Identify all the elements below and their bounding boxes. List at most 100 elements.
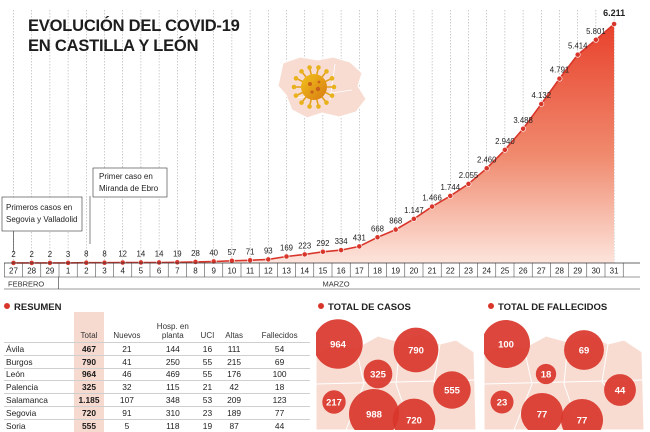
data-point bbox=[574, 51, 581, 58]
casos-bubble-label: 217 bbox=[326, 398, 342, 409]
fallecidos-bubble bbox=[564, 330, 604, 370]
table-cell: 107 bbox=[104, 393, 150, 407]
data-point bbox=[593, 36, 599, 43]
map-total-casos: 964 790 325 555 217 988 720 bbox=[316, 314, 476, 430]
table-cell: 5 bbox=[104, 418, 150, 432]
table-cell: 467 bbox=[74, 342, 104, 356]
casos-bubble bbox=[433, 371, 471, 409]
data-label: 292 bbox=[316, 239, 329, 248]
casos-bubble-label: 964 bbox=[330, 340, 347, 351]
casos-bubble-label: 988 bbox=[366, 410, 382, 421]
table-cell-provincia: Segovia bbox=[4, 405, 74, 420]
data-label: 4.132 bbox=[532, 91, 552, 100]
table-row: Palencia 325 32 115 21 42 18 bbox=[4, 380, 310, 394]
x-tick-label: 29 bbox=[45, 267, 54, 276]
casos-bubble-label: 555 bbox=[444, 386, 461, 397]
x-tick-label: 9 bbox=[211, 267, 216, 276]
x-tick-label: 27 bbox=[537, 267, 546, 276]
col-fallecidos: Fallecidos bbox=[261, 331, 298, 340]
table-cell: 87 bbox=[219, 418, 250, 432]
col-hosp: Hosp. en planta bbox=[156, 322, 189, 340]
data-label: 668 bbox=[371, 224, 384, 233]
table-cell: 19 bbox=[195, 418, 220, 432]
bullet-icon bbox=[488, 303, 494, 309]
col-provincia bbox=[4, 312, 74, 343]
x-tick-label: 13 bbox=[282, 267, 291, 276]
fallecidos-bubble-label: 23 bbox=[497, 398, 508, 409]
fallecidos-bubble-label: 44 bbox=[615, 386, 626, 397]
data-point bbox=[556, 75, 563, 82]
data-point bbox=[265, 256, 272, 263]
x-tick-label: 16 bbox=[337, 267, 346, 276]
data-point bbox=[447, 192, 454, 199]
table-cell: 964 bbox=[74, 367, 104, 381]
x-tick-label: 30 bbox=[591, 267, 600, 276]
table-cell: 790 bbox=[74, 354, 104, 369]
data-point bbox=[356, 243, 363, 250]
fallecidos-bubble-label: 69 bbox=[579, 346, 590, 357]
data-point bbox=[192, 259, 199, 265]
data-label: 19 bbox=[173, 249, 182, 258]
casos-bubble-label: 325 bbox=[370, 370, 387, 381]
data-point bbox=[156, 259, 162, 266]
data-label: 2.940 bbox=[495, 137, 515, 146]
table-row: León 964 46 469 55 176 100 bbox=[4, 367, 310, 381]
data-label: 2.055 bbox=[459, 171, 479, 180]
bullet-icon bbox=[4, 303, 10, 309]
casos-bubble bbox=[363, 359, 393, 389]
data-label: 71 bbox=[246, 247, 255, 256]
x-tick-label: 19 bbox=[391, 267, 400, 276]
table-cell-provincia: Soria bbox=[4, 418, 74, 432]
table-cell: 55 bbox=[195, 354, 220, 369]
data-label: 6.211 bbox=[603, 8, 625, 18]
data-label: 14 bbox=[155, 249, 164, 258]
x-tick-label: 23 bbox=[464, 267, 473, 276]
data-point bbox=[228, 257, 235, 264]
x-tick-label: 5 bbox=[139, 267, 144, 276]
x-tick-label: 18 bbox=[373, 267, 382, 276]
x-tick-label: 25 bbox=[500, 267, 509, 276]
data-point bbox=[338, 247, 344, 254]
x-tick-label: 29 bbox=[573, 267, 582, 276]
data-label: 3 bbox=[66, 250, 70, 259]
table-row: Salamanca 1.185 107 348 53 209 123 bbox=[4, 393, 310, 407]
data-point bbox=[501, 146, 508, 153]
data-label: 223 bbox=[298, 241, 311, 250]
virus-icon bbox=[291, 65, 337, 109]
data-label: 1.744 bbox=[441, 183, 461, 192]
data-label: 28 bbox=[191, 249, 200, 258]
x-tick-label: 31 bbox=[610, 267, 619, 276]
table-cell: 16 bbox=[195, 342, 220, 356]
casos-bubble bbox=[316, 319, 363, 369]
x-tick-label: 14 bbox=[300, 267, 309, 276]
x-tick-label: 17 bbox=[355, 267, 364, 276]
table-cell: 100 bbox=[249, 367, 310, 381]
data-label: 40 bbox=[209, 248, 218, 257]
fallecidos-bubble bbox=[604, 374, 636, 406]
x-tick-label: 12 bbox=[264, 267, 273, 276]
data-label: 5.801 bbox=[586, 27, 606, 36]
table-cell: 115 bbox=[149, 380, 196, 394]
data-point bbox=[465, 181, 472, 187]
table-cell: 348 bbox=[149, 393, 196, 407]
table-cell: 77 bbox=[249, 405, 310, 420]
x-tick-label: 20 bbox=[409, 267, 418, 276]
data-label: 4.791 bbox=[550, 66, 570, 75]
table-cell: 720 bbox=[74, 405, 104, 420]
table-cell: 54 bbox=[249, 342, 310, 356]
table-cell: 209 bbox=[219, 393, 250, 407]
total-casos-heading: TOTAL DE CASOS bbox=[318, 302, 411, 313]
x-tick-label: 8 bbox=[193, 267, 198, 276]
x-tick-label: 21 bbox=[428, 267, 437, 276]
table-cell-provincia: Burgos bbox=[4, 354, 74, 369]
data-label: 169 bbox=[280, 243, 293, 252]
month-label-marzo: MARZO bbox=[322, 280, 349, 289]
x-tick-label: 27 bbox=[9, 267, 18, 276]
evolution-chart: 2 2 2 3 8 8 12 14 14 19 28 40 57 71 93 169 223 292 334 4316… bbox=[1, 8, 640, 290]
table-cell: 91 bbox=[104, 405, 150, 420]
table-cell: 469 bbox=[149, 367, 196, 381]
data-label: 14 bbox=[137, 249, 146, 258]
data-point bbox=[611, 21, 617, 27]
fallecidos-bubble bbox=[535, 363, 557, 385]
table-row: Burgos 790 41 250 55 215 69 bbox=[4, 354, 310, 369]
